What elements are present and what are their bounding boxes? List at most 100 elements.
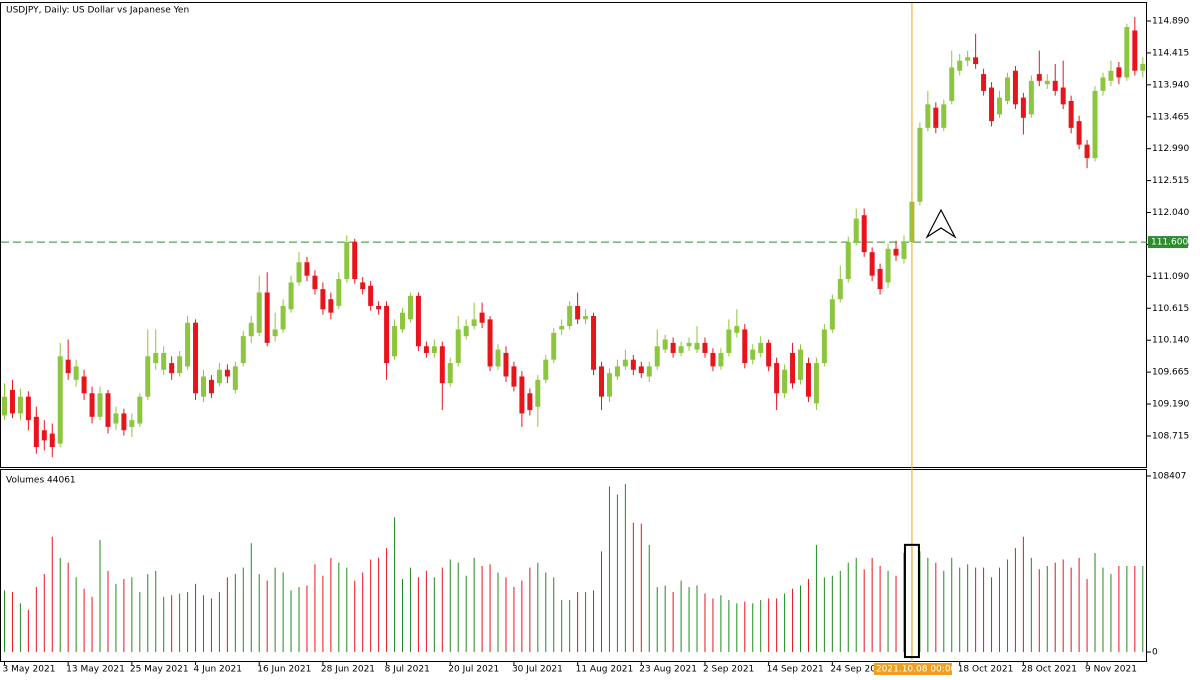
candle-body [89, 393, 95, 417]
candle-body [981, 74, 987, 91]
candle-body [97, 393, 103, 417]
y-tick-label: 109.190 [1152, 400, 1189, 410]
y-tick-label: 112.040 [1152, 208, 1189, 218]
y-tick-label: 110.615 [1152, 304, 1189, 314]
x-tick-label: 18 Oct 2021 [958, 665, 1014, 675]
candle-body [774, 363, 780, 394]
candle-body [798, 349, 803, 380]
candle-body [599, 366, 604, 397]
candle-body [9, 389, 15, 414]
arrow-marker [925, 208, 957, 239]
candle-body [121, 413, 127, 431]
candle-body [240, 336, 246, 364]
candle-body [360, 282, 366, 290]
candle-body [805, 363, 811, 397]
candle-body [893, 248, 899, 256]
candle-body [782, 369, 788, 394]
candle-body [41, 430, 47, 441]
candle-body [344, 242, 350, 280]
candle-body [288, 282, 294, 310]
candle-body [694, 342, 700, 350]
candle-body [248, 322, 254, 337]
candle-body [73, 366, 79, 380]
candle-body [583, 316, 589, 320]
candle-body [272, 329, 278, 337]
candle-body [813, 363, 819, 404]
candle-body [431, 346, 437, 353]
candle-body [1044, 80, 1050, 85]
candle-body [718, 352, 724, 367]
candle-body [997, 97, 1002, 115]
candle-body [965, 57, 971, 61]
candle-body [591, 316, 597, 370]
candle-body [169, 363, 175, 374]
candle-body [113, 413, 119, 424]
candle-body [766, 342, 772, 367]
candle-body [129, 420, 135, 427]
y-tick-label: 114.415 [1152, 48, 1189, 58]
candle-body [559, 326, 565, 330]
candle-body [821, 329, 827, 364]
candle-body [575, 305, 581, 320]
y-tick-label: 112.515 [1152, 176, 1189, 186]
candle-body [511, 366, 517, 387]
candle-body [503, 352, 509, 377]
candle-body [726, 329, 732, 353]
candle-body [415, 295, 421, 347]
candle-body [208, 379, 214, 394]
candle-body [989, 87, 995, 122]
x-tick-label: 25 May 2021 [130, 665, 189, 675]
candle-body [352, 242, 358, 280]
candle-body [686, 342, 692, 347]
candle-body [622, 359, 628, 367]
x-tick-label: 24 Sep 2021 [830, 665, 887, 675]
candle-body [224, 369, 230, 377]
candle-body [853, 218, 859, 243]
candle-body [885, 248, 891, 283]
crosshair-label-box [873, 663, 952, 675]
candle-body [869, 252, 875, 276]
candle-body [638, 366, 644, 374]
candle-body [65, 359, 71, 374]
candle-body [527, 393, 533, 411]
candle-body [312, 275, 318, 290]
candle-body [949, 67, 955, 101]
candle-body [2, 396, 7, 416]
candle-body [161, 352, 167, 370]
candle-body [551, 332, 557, 360]
x-tick-label: 13 May 2021 [66, 665, 125, 675]
candle-body [296, 262, 302, 283]
candle-body [845, 242, 851, 280]
candle-body [973, 57, 979, 65]
x-tick-label: 23 Aug 2021 [639, 665, 697, 675]
candle-body [328, 299, 334, 313]
candle-body [1132, 30, 1138, 71]
candle-body [185, 322, 191, 367]
volume-highlight [903, 543, 920, 659]
crosshair-label: 2021.10.08 00:00 [876, 665, 957, 675]
candle-body [1052, 80, 1058, 91]
candle-body [646, 366, 652, 377]
candle-body [447, 363, 453, 384]
y-tick-label: 109.665 [1152, 368, 1189, 378]
candle-body [193, 322, 199, 394]
y-tick-label: 108.715 [1152, 431, 1189, 441]
candle-body [1116, 67, 1122, 78]
candle-body [790, 352, 796, 384]
candle-body [1060, 87, 1066, 105]
candle-body [1092, 90, 1098, 159]
y-tick-label: 110.140 [1152, 336, 1189, 346]
y-tick-label: 113.940 [1152, 80, 1189, 90]
y-tick-label: 111.090 [1152, 272, 1189, 282]
price-pane [0, 2, 1147, 468]
candle-body [463, 326, 469, 337]
candle-body [392, 326, 398, 357]
x-tick-label: 11 Aug 2021 [576, 665, 634, 675]
candle-body [1124, 27, 1130, 78]
candle-body [1012, 70, 1018, 105]
candle-body [678, 346, 684, 353]
candle-body [400, 312, 405, 330]
candle-body [614, 366, 620, 377]
x-tick-label: 9 Nov 2021 [1085, 665, 1137, 675]
